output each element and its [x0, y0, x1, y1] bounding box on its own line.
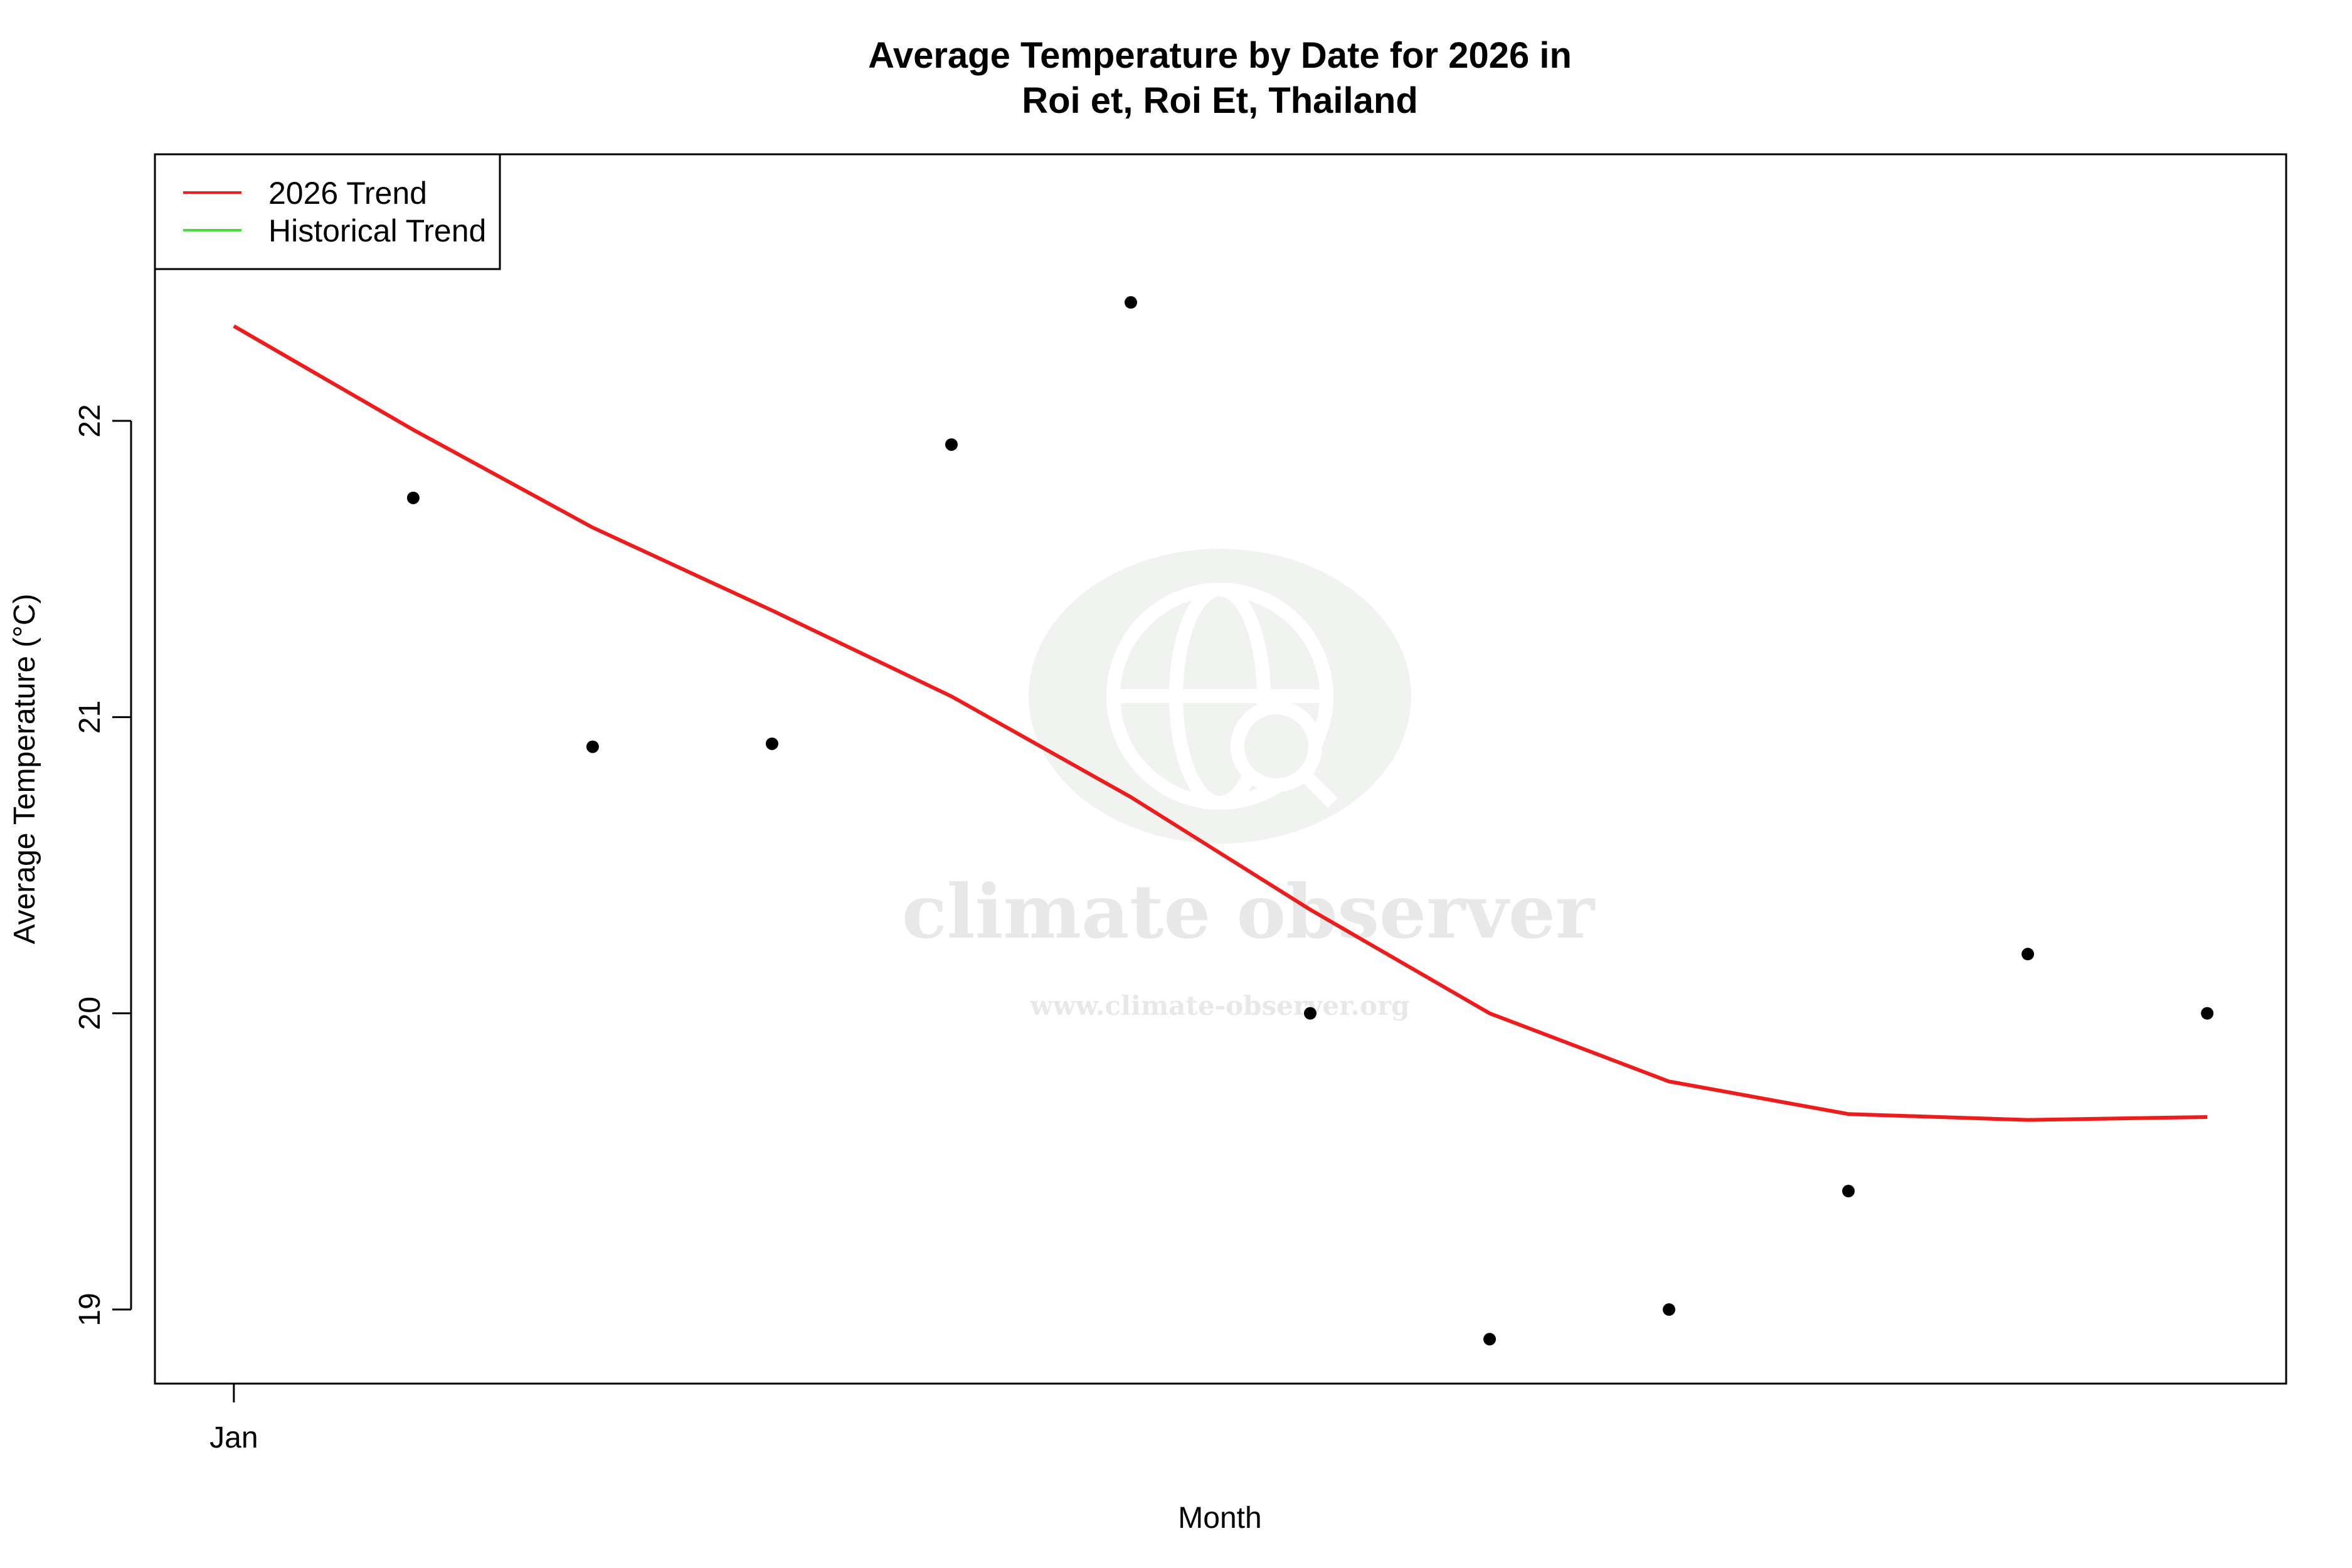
data-point — [1124, 296, 1137, 309]
data-point — [1842, 1185, 1855, 1198]
data-point — [2201, 1007, 2214, 1020]
globe-search-icon — [1106, 583, 1338, 810]
series-line-2026-trend — [233, 324, 2208, 1122]
watermark-name: climate observer — [902, 868, 1596, 955]
y-axis-label: Average Temperature (°C) — [8, 593, 41, 944]
y-tick-label: 21 — [73, 701, 107, 734]
data-point — [586, 740, 599, 753]
y-tick-label: 19 — [73, 1293, 107, 1326]
legend-box — [154, 153, 501, 270]
points-layer — [406, 296, 2214, 1346]
data-point — [945, 438, 958, 451]
legend: 2026 Trend Historical Trend — [154, 153, 501, 270]
chart-subtitle: Roi et, Roi Et, Thailand — [1022, 80, 1418, 121]
data-point — [1483, 1333, 1496, 1346]
y-tick-label: 20 — [73, 997, 107, 1030]
data-point — [2021, 948, 2035, 961]
series-layer — [233, 324, 2208, 1122]
plot-frame — [154, 153, 2287, 1385]
y-tick-label: 22 — [73, 404, 107, 437]
x-tick-label: Jan — [209, 1421, 258, 1454]
x-axis: Jan — [209, 1384, 258, 1454]
data-point — [1304, 1007, 1317, 1020]
legend-label-2026-trend: 2026 Trend — [268, 176, 427, 211]
x-axis-label: Month — [1178, 1502, 1261, 1535]
data-point — [406, 491, 420, 504]
data-point — [1663, 1303, 1676, 1316]
watermark: climate observer www.climate-observer.or… — [902, 549, 1596, 1021]
y-axis: 19 20 21 22 — [73, 404, 132, 1327]
chart-title: Average Temperature by Date for 2026 in — [868, 35, 1572, 76]
legend-label-historical-trend: Historical Trend — [268, 213, 486, 248]
watermark-url: www.climate-observer.org — [1030, 990, 1410, 1021]
data-point — [765, 737, 778, 750]
